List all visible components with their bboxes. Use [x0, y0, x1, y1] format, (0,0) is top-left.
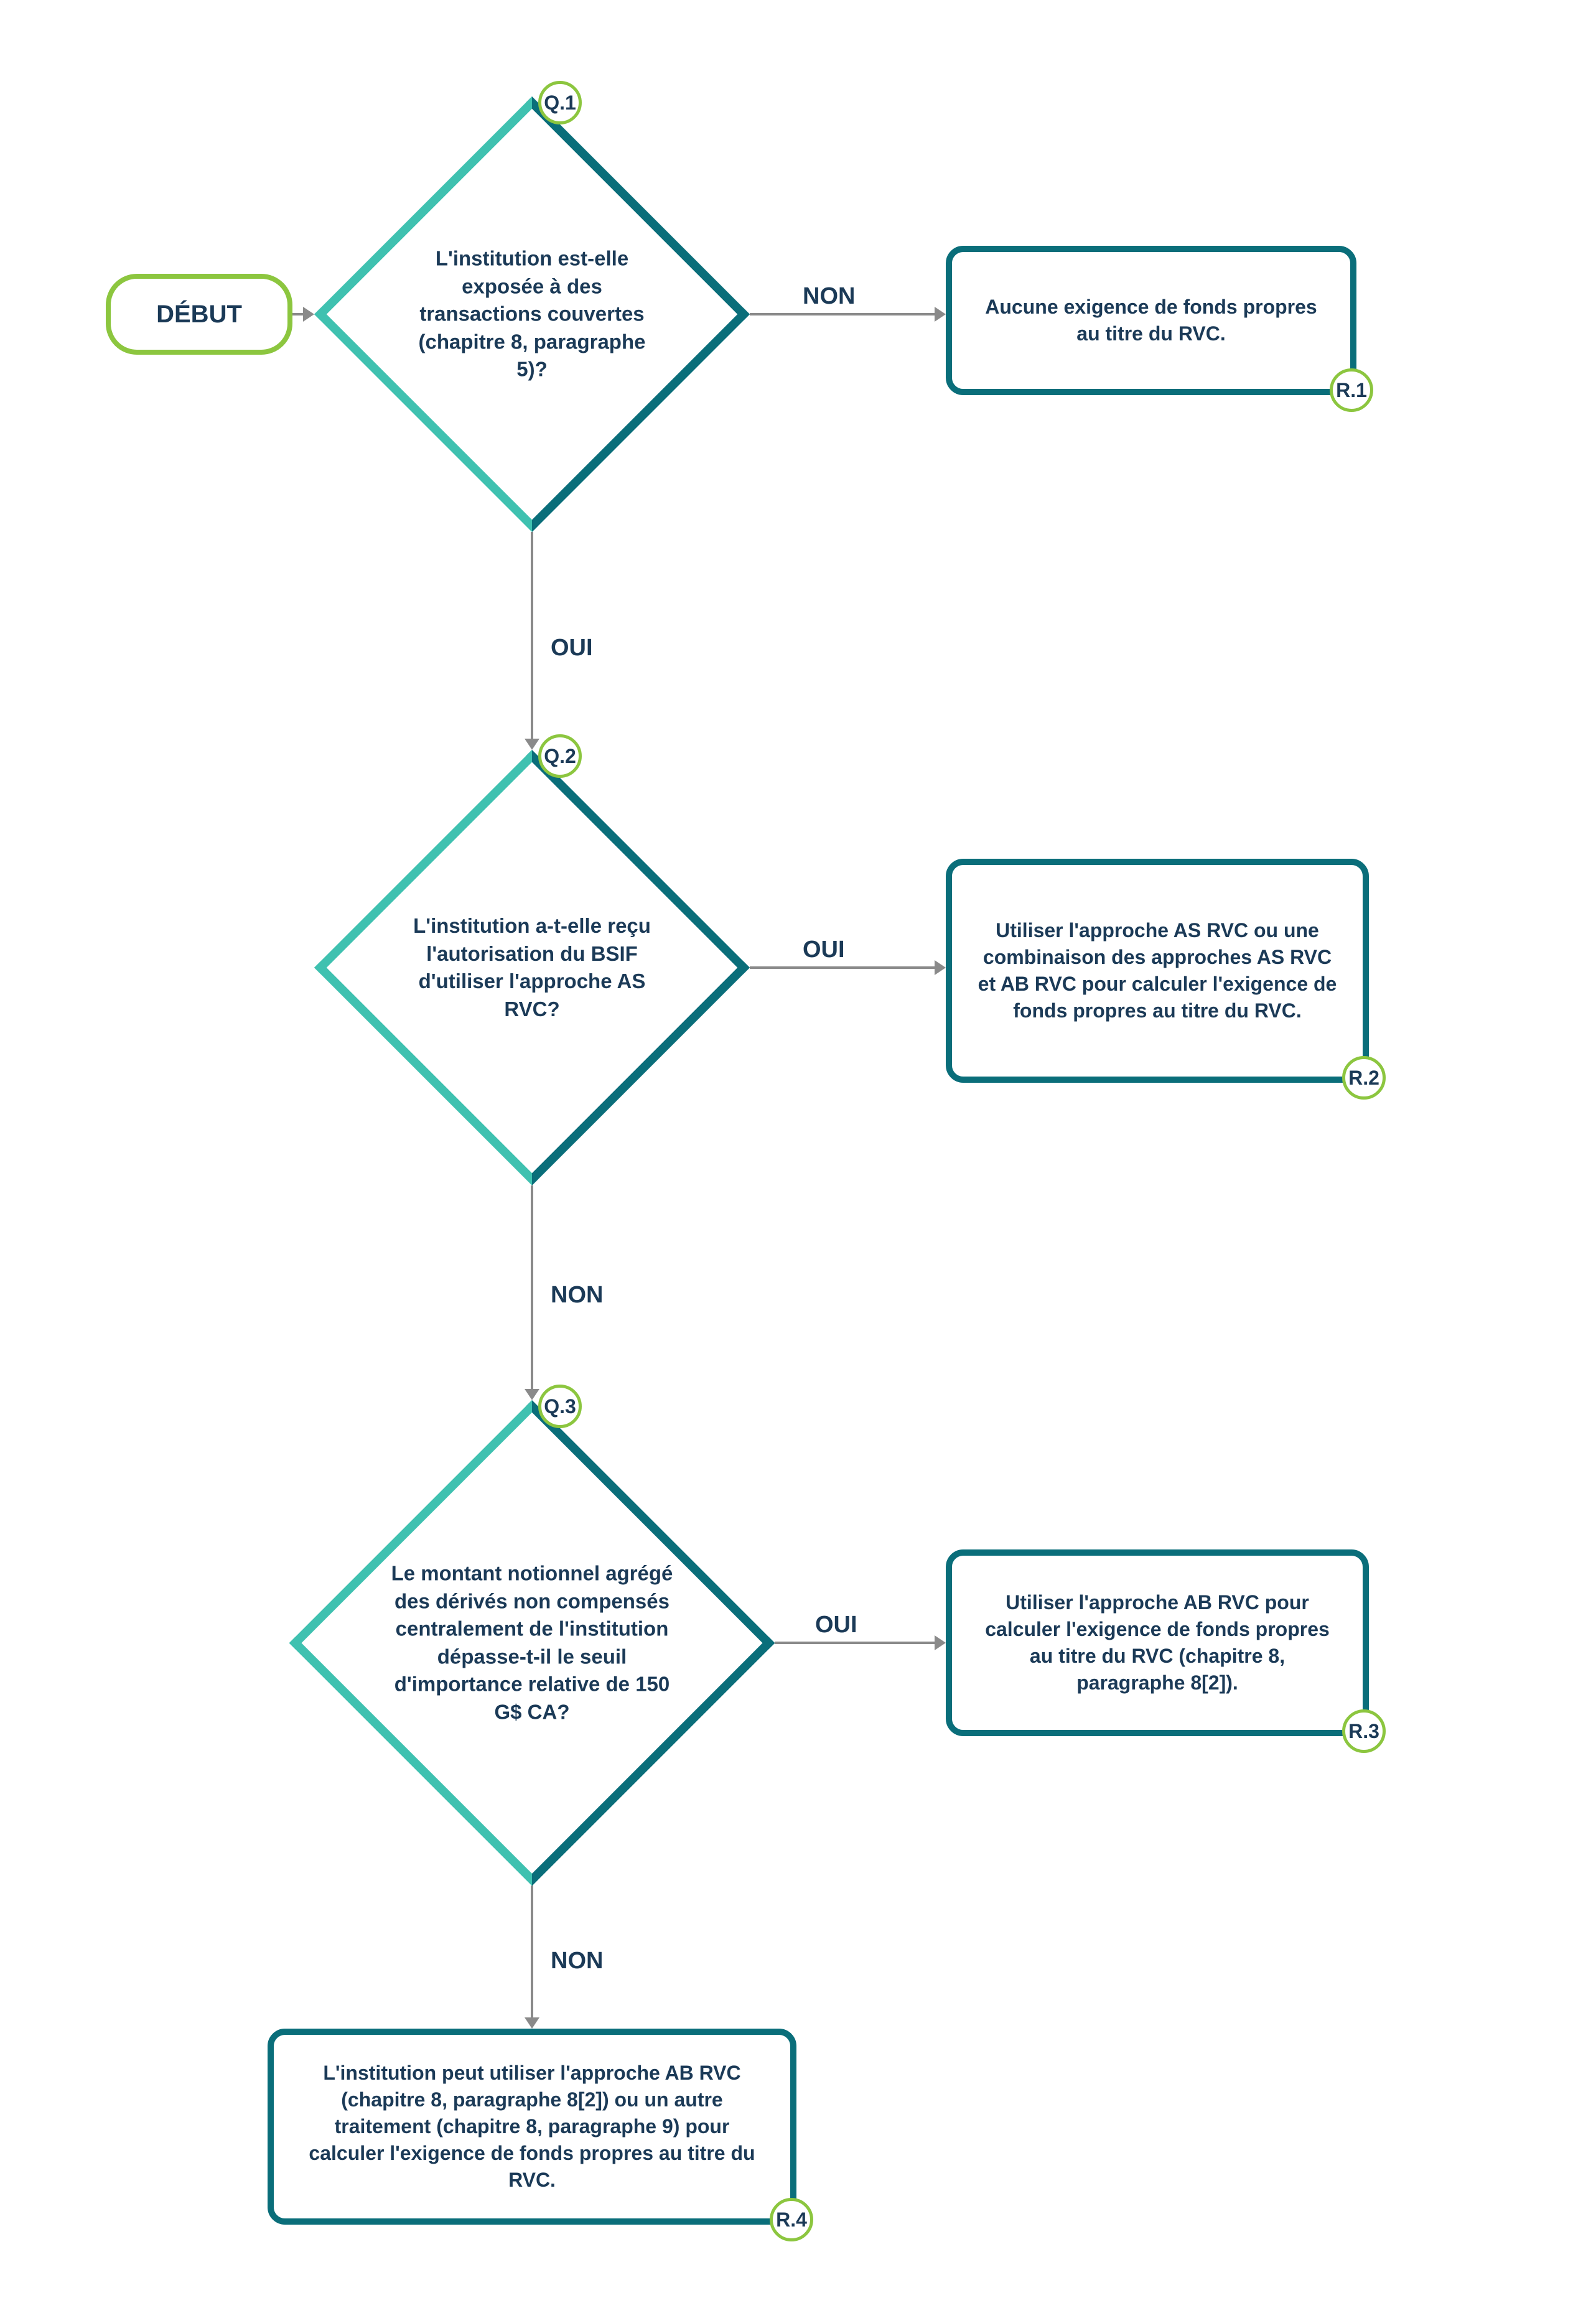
badge-r3: R.3	[1342, 1709, 1386, 1753]
badge-r2: R.2	[1342, 1056, 1386, 1100]
edge-line	[292, 313, 303, 315]
badge-label: Q.3	[544, 1395, 576, 1418]
result-r4: L'institution peut utiliser l'approche A…	[268, 2029, 796, 2225]
flowchart-canvas: DÉBUT NON OUI OUI NON OUI NON L'institution est…	[0, 0, 1596, 2313]
badge-r1: R.1	[1330, 368, 1373, 412]
badge-label: R.3	[1348, 1720, 1379, 1743]
edge-line	[531, 1885, 533, 2017]
decision-text: Le montant notionnel agrégé des dérivés …	[386, 1559, 678, 1726]
edge-line	[531, 532, 533, 739]
decision-q2: L'institution a-t-elle reçu l'autorisati…	[314, 750, 750, 1185]
badge-label: R.1	[1336, 379, 1367, 402]
arrow-down-icon	[525, 739, 539, 750]
result-r2: Utiliser l'approche AS RVC ou une combin…	[946, 859, 1369, 1083]
edge-label: OUI	[551, 635, 593, 661]
edge-line	[531, 1185, 533, 1389]
badge-q3: Q.3	[538, 1385, 582, 1428]
arrow-right-icon	[935, 960, 946, 975]
edge-line	[750, 966, 935, 969]
edge-label: NON	[551, 1948, 603, 1974]
arrow-right-icon	[935, 1635, 946, 1650]
edge-line	[750, 313, 935, 315]
start-label: DÉBUT	[156, 301, 242, 329]
edge-label: NON	[551, 1282, 603, 1309]
result-text: Utiliser l'approche AS RVC ou une combin…	[952, 917, 1363, 1025]
decision-q3: Le montant notionnel agrégé des dérivés …	[289, 1400, 775, 1885]
badge-label: Q.2	[544, 745, 576, 768]
edge-line	[775, 1642, 935, 1644]
result-r1: Aucune exigence de fonds propres au titr…	[946, 246, 1356, 395]
decision-text: L'institution est-elle exposée à des tra…	[401, 245, 663, 384]
result-r3: Utiliser l'approche AB RVC pour calculer…	[946, 1549, 1369, 1736]
badge-label: Q.1	[544, 91, 576, 114]
arrow-right-icon	[935, 307, 946, 322]
start-node: DÉBUT	[106, 274, 292, 355]
edge-label: NON	[803, 283, 855, 310]
result-text: Utiliser l'approche AB RVC pour calculer…	[952, 1589, 1363, 1697]
arrow-right-icon	[303, 307, 314, 322]
badge-r4: R.4	[770, 2198, 813, 2241]
badge-q1: Q.1	[538, 81, 582, 124]
arrow-down-icon	[525, 2017, 539, 2029]
badge-label: R.2	[1348, 1067, 1379, 1090]
result-text: Aucune exigence de fonds propres au titr…	[952, 294, 1350, 347]
badge-label: R.4	[776, 2208, 807, 2231]
badge-q2: Q.2	[538, 734, 582, 778]
arrow-down-icon	[525, 1389, 539, 1400]
edge-label: OUI	[803, 937, 845, 963]
decision-text: L'institution a-t-elle reçu l'autorisati…	[401, 912, 663, 1023]
decision-q1: L'institution est-elle exposée à des tra…	[314, 96, 750, 532]
edge-label: OUI	[815, 1612, 857, 1638]
result-text: L'institution peut utiliser l'approche A…	[274, 2060, 790, 2194]
